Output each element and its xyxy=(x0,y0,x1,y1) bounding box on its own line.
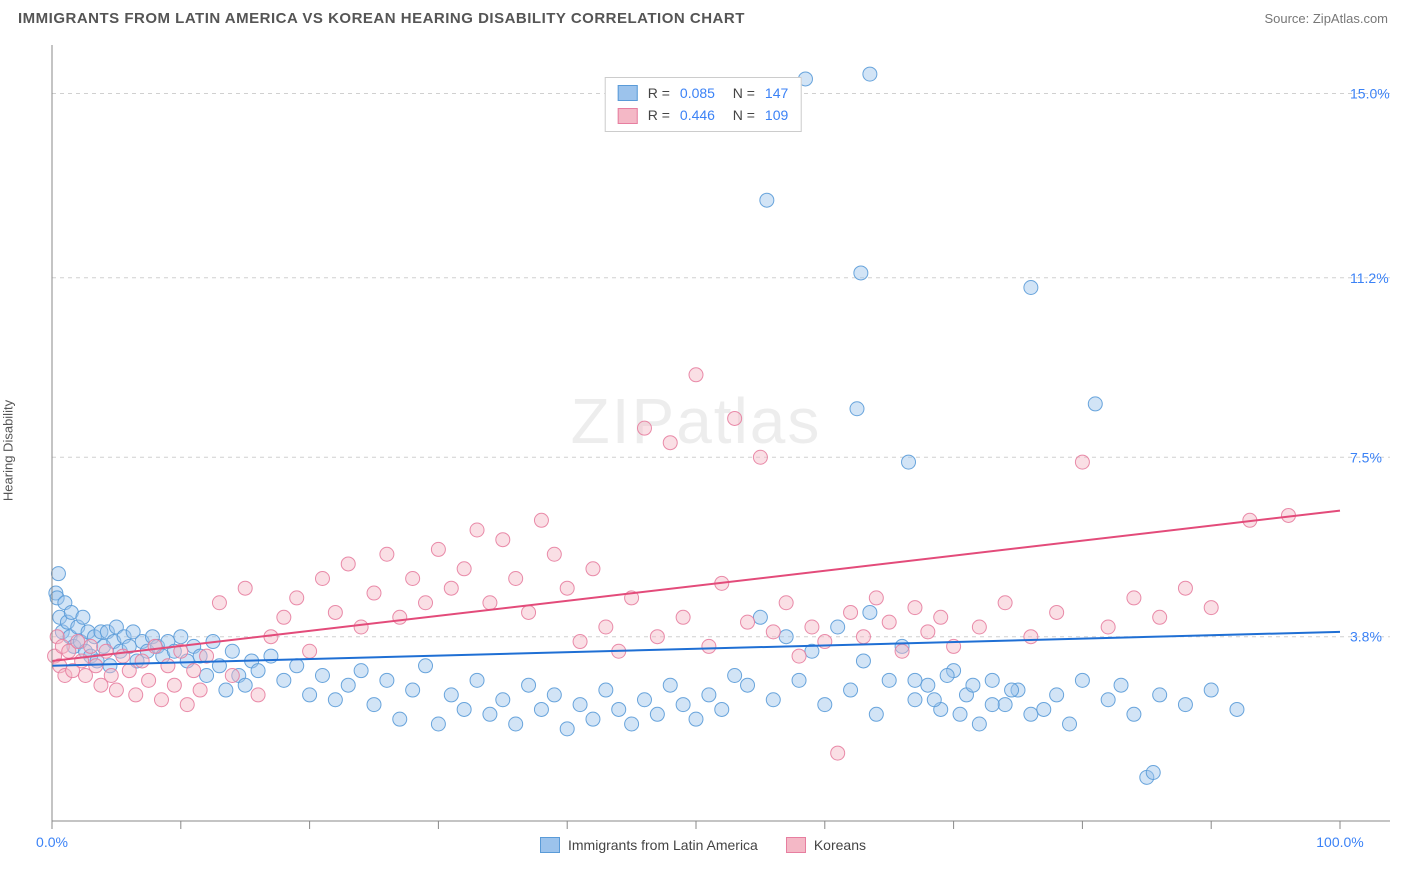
svg-text:ZIPatlas: ZIPatlas xyxy=(571,385,822,457)
legend-r-label: R = xyxy=(648,104,670,126)
legend-label-koreans: Koreans xyxy=(814,837,866,853)
legend-item-koreans: Koreans xyxy=(786,837,866,853)
svg-text:3.8%: 3.8% xyxy=(1350,629,1382,645)
legend-label-latin: Immigrants from Latin America xyxy=(568,837,758,853)
scatter-chart: 3.8% 7.5% 11.2% 15.0% ZIPatlas 0.0% 100.0% xyxy=(0,33,1406,853)
legend-row-koreans: R = 0.446 N = 109 xyxy=(618,104,789,126)
legend-item-latin: Immigrants from Latin America xyxy=(540,837,758,853)
chart-area: Hearing Disability 3.8% 7.5% 11.2% 15.0% ZIP… xyxy=(0,33,1406,853)
source-label: Source: ZipAtlas.com xyxy=(1264,11,1388,26)
legend-n-label: N = xyxy=(725,104,755,126)
swatch-koreans-icon xyxy=(618,108,638,124)
y-axis-label: Hearing Disability xyxy=(1,400,16,501)
svg-text:0.0%: 0.0% xyxy=(36,834,68,850)
legend-r-label: R = xyxy=(648,82,670,104)
legend-r-koreans: 0.446 xyxy=(680,104,715,126)
svg-text:100.0%: 100.0% xyxy=(1316,834,1363,850)
svg-text:11.2%: 11.2% xyxy=(1350,270,1389,286)
legend-n-latin: 147 xyxy=(765,82,788,104)
series-legend: Immigrants from Latin America Koreans xyxy=(540,837,866,853)
svg-text:15.0%: 15.0% xyxy=(1350,86,1390,102)
chart-title: IMMIGRANTS FROM LATIN AMERICA VS KOREAN … xyxy=(18,10,745,27)
legend-n-label: N = xyxy=(725,82,755,104)
legend-row-latin: R = 0.085 N = 147 xyxy=(618,82,789,104)
chart-header: IMMIGRANTS FROM LATIN AMERICA VS KOREAN … xyxy=(0,0,1406,33)
swatch-latin-icon xyxy=(618,85,638,101)
swatch-koreans-icon xyxy=(786,837,806,853)
svg-text:7.5%: 7.5% xyxy=(1350,449,1382,465)
correlation-legend: R = 0.085 N = 147 R = 0.446 N = 109 xyxy=(605,77,802,132)
legend-n-koreans: 109 xyxy=(765,104,788,126)
legend-r-latin: 0.085 xyxy=(680,82,715,104)
swatch-latin-icon xyxy=(540,837,560,853)
